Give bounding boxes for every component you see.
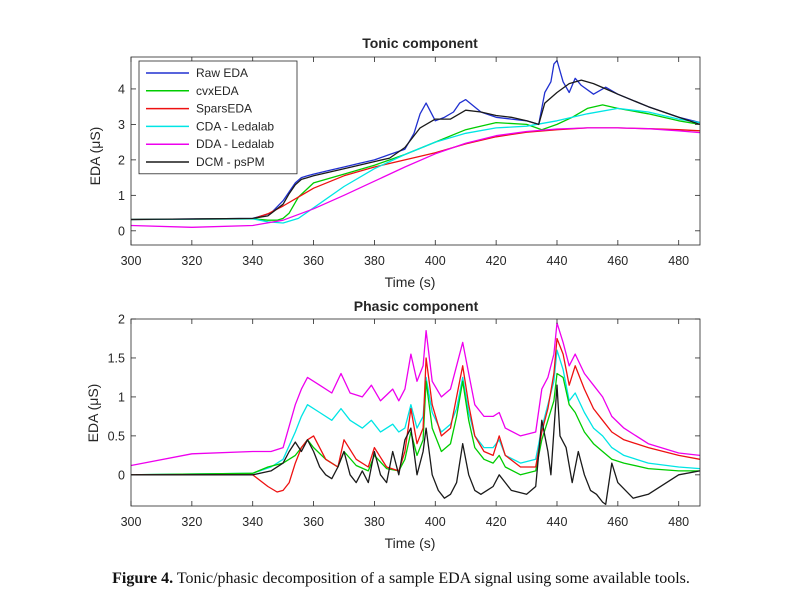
tonic-x-tick-label: 380	[364, 254, 385, 268]
phasic-chart-title: Phasic component	[354, 298, 479, 314]
tonic-x-tick-label: 400	[425, 254, 446, 268]
phasic-series-cda-ledalab	[131, 349, 700, 476]
caption-label: Figure 4.	[112, 570, 174, 587]
phasic-x-tick-label: 360	[303, 515, 324, 529]
phasic-y-axis-label: EDA (μS)	[85, 384, 101, 443]
tonic-x-axis-label: Time (s)	[385, 274, 436, 290]
phasic-x-tick-label: 440	[547, 515, 568, 529]
phasic-plot-area: 300 320 340 360 380 400 420 440 460 480 0 0.5 1 1.5 2	[108, 313, 701, 529]
phasic-y-tick-label: 1.5	[108, 351, 125, 365]
legend-label-raw-eda: Raw EDA	[196, 66, 248, 80]
phasic-axes-background	[131, 319, 700, 506]
phasic-y-tick-label: 0	[118, 468, 125, 482]
tonic-series-dda-ledalab	[131, 127, 700, 228]
tonic-x-tick-label: 300	[121, 254, 142, 268]
tonic-x-tick-label: 340	[242, 254, 263, 268]
phasic-x-tick-label: 420	[486, 515, 507, 529]
tonic-y-tick-label: 2	[118, 153, 125, 167]
tonic-x-tick-label: 360	[303, 254, 324, 268]
phasic-y-tick-label: 1	[118, 390, 125, 404]
phasic-axes-frame	[130, 318, 701, 507]
tonic-series-cda-ledalab	[131, 107, 700, 224]
tonic-x-tick-label: 480	[668, 254, 689, 268]
phasic-x-tick-label: 380	[364, 515, 385, 529]
phasic-x-tick-label: 340	[242, 515, 263, 529]
phasic-x-tick-label: 400	[425, 515, 446, 529]
phasic-x-tick-label: 320	[181, 515, 202, 529]
legend-label-cvxeda: cvxEDA	[196, 84, 239, 98]
tonic-x-tick-label: 440	[547, 254, 568, 268]
tonic-y-tick-label: 1	[118, 189, 125, 203]
legend-label-dcm-pspm: DCM - psPM	[196, 155, 265, 169]
tonic-series-cvxeda	[131, 104, 700, 221]
tonic-axes-frame	[130, 56, 701, 246]
phasic-series-dcm-pspm	[131, 384, 700, 506]
tonic-x-tick-label: 320	[181, 254, 202, 268]
phasic-chart: Phasic component Time (s) EDA (μS) 300 32…	[85, 298, 701, 551]
phasic-x-axis-label: Time (s)	[385, 535, 436, 551]
caption-text: Tonic/phasic decomposition of a sample E…	[176, 570, 690, 587]
tonic-chart-title: Tonic component	[362, 35, 478, 51]
tonic-series-dcm-pspm	[131, 79, 700, 221]
legend-label-cda-ledalab: CDA - Ledalab	[196, 119, 274, 133]
phasic-y-tick-label: 2	[118, 313, 125, 327]
legend-box	[138, 60, 298, 175]
legend-label-sparseda: SparsEDA	[196, 102, 252, 116]
tonic-y-tick-label: 3	[118, 118, 125, 132]
tonic-legend: Raw EDA cvxEDA SparsEDA CDA - Ledalab DDA - …	[138, 60, 298, 175]
phasic-y-tick-label: 0.5	[108, 429, 125, 443]
tonic-y-tick-label: 4	[118, 82, 125, 96]
tonic-y-axis-label: EDA (μS)	[87, 127, 103, 186]
tonic-x-tick-label: 420	[486, 254, 507, 268]
phasic-series-dda-ledalab	[131, 322, 700, 467]
tonic-y-tick-label: 0	[118, 224, 125, 238]
phasic-x-tick-label: 480	[668, 515, 689, 529]
tonic-chart: Tonic component Time (s) EDA (μS) 300 320…	[87, 35, 701, 290]
phasic-series-sparseda	[131, 337, 700, 493]
tonic-x-tick-label: 460	[607, 254, 628, 268]
phasic-x-tick-label: 460	[607, 515, 628, 529]
legend-label-dda-ledalab: DDA - Ledalab	[196, 137, 274, 151]
figure-caption: Figure 4. Tonic/phasic decomposition of …	[0, 570, 802, 588]
phasic-x-tick-label: 300	[121, 515, 142, 529]
tonic-series-raw-eda	[131, 59, 700, 221]
